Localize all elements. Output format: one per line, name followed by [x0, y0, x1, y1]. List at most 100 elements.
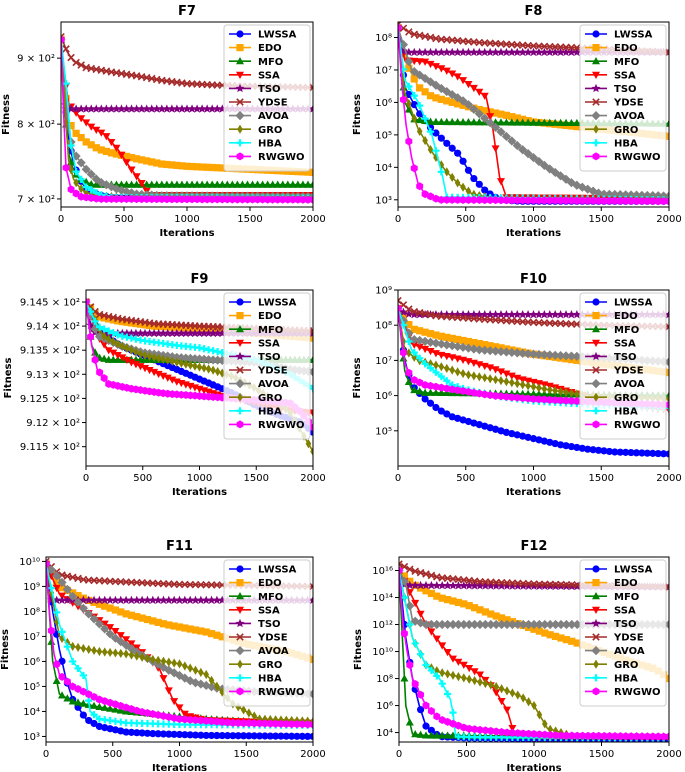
- data-point: [589, 446, 597, 454]
- data-point: [142, 104, 152, 113]
- legend-label: RWGWO: [614, 420, 660, 431]
- data-point: [176, 714, 183, 723]
- data-point: [502, 428, 510, 437]
- legend-label: SSA: [614, 605, 636, 616]
- legend-marker: [591, 646, 601, 656]
- data-point: [138, 729, 146, 737]
- data-point: [245, 719, 253, 728]
- x-tick-label: 500: [103, 749, 122, 760]
- data-point: [528, 152, 539, 163]
- data-point: [191, 324, 199, 332]
- data-point: [178, 162, 186, 170]
- data-point: [450, 670, 456, 680]
- data-point: [117, 180, 126, 188]
- y-tick-label: 10⁶: [23, 657, 40, 668]
- data-point: [654, 732, 662, 741]
- data-point: [523, 47, 533, 57]
- data-point: [197, 627, 205, 635]
- data-point: [410, 376, 418, 385]
- data-point: [107, 138, 116, 147]
- data-point: [480, 47, 490, 57]
- data-point: [664, 310, 669, 319]
- data-point: [493, 682, 499, 692]
- data-point: [116, 595, 126, 604]
- data-point: [502, 118, 511, 126]
- data-point: [308, 595, 313, 604]
- data-point: [149, 328, 159, 338]
- data-point: [475, 340, 483, 348]
- legend-entry: EDO: [229, 311, 282, 322]
- data-point: [309, 83, 313, 92]
- data-point: [460, 368, 466, 379]
- data-point: [551, 439, 559, 448]
- data-point: [272, 715, 279, 725]
- data-point: [458, 342, 468, 352]
- data-point: [143, 615, 152, 624]
- data-point: [455, 672, 462, 682]
- data-point: [438, 362, 445, 372]
- data-point: [572, 118, 581, 127]
- chart-f8: F8 0 500 1000 1500 2000 10³ 10⁴ 10⁵ 10⁶ 10⁷ 10⁸ Iter…: [352, 4, 682, 239]
- data-point: [438, 642, 447, 650]
- data-point: [426, 310, 435, 319]
- data-point: [497, 697, 506, 706]
- data-point: [470, 388, 478, 397]
- data-point: [197, 716, 205, 725]
- chart-title: F12: [521, 539, 548, 554]
- y-axis-label: Fitness: [0, 629, 11, 670]
- data-point: [443, 333, 451, 341]
- data-point: [546, 730, 554, 739]
- legend-entry: RWGWO: [229, 687, 304, 698]
- data-point: [502, 581, 512, 590]
- legend-label: HBA: [258, 406, 282, 417]
- data-point: [68, 697, 77, 705]
- data-point: [546, 385, 553, 395]
- data-point: [163, 160, 171, 169]
- data-point: [545, 350, 555, 360]
- x-tick-label: 2000: [656, 749, 681, 760]
- y-axis-label: Fitness: [3, 358, 14, 399]
- data-point: [114, 317, 122, 325]
- x-axis-label: Iterations: [506, 763, 561, 772]
- data-point: [431, 47, 441, 57]
- data-point: [67, 121, 75, 130]
- data-point: [298, 180, 307, 188]
- data-point: [112, 144, 121, 152]
- data-point: [293, 720, 301, 729]
- series-rwgwo: [399, 566, 669, 741]
- data-point: [218, 731, 226, 740]
- data-point: [218, 180, 227, 188]
- data-point: [497, 392, 505, 401]
- data-point: [100, 624, 110, 634]
- data-point: [502, 111, 510, 119]
- data-point: [593, 188, 604, 198]
- data-point: [443, 167, 450, 177]
- data-point: [136, 328, 145, 338]
- y-axis-label: Fitness: [352, 94, 363, 135]
- data-point: [131, 361, 140, 369]
- data-point: [133, 729, 141, 737]
- legend-label: AVOA: [614, 646, 645, 657]
- x-tick-label: 2000: [656, 214, 681, 225]
- data-point: [535, 436, 543, 444]
- data-point: [539, 350, 549, 360]
- data-point: [196, 595, 206, 604]
- data-point: [442, 340, 452, 350]
- data-point: [627, 448, 635, 457]
- y-tick-label: 10⁴: [23, 707, 40, 718]
- legend-label: RWGWO: [258, 420, 304, 431]
- data-point: [170, 730, 178, 738]
- data-point: [515, 690, 521, 700]
- data-point: [460, 182, 466, 192]
- data-point: [438, 594, 446, 602]
- data-point: [556, 118, 565, 126]
- legend-entry: TSO: [229, 83, 281, 95]
- data-point: [309, 327, 313, 335]
- data-point: [507, 372, 516, 380]
- data-point: [665, 583, 669, 591]
- data-point: [214, 367, 221, 377]
- data-point: [529, 619, 539, 630]
- data-point: [180, 595, 190, 604]
- data-point: [539, 47, 549, 57]
- data-point: [90, 719, 98, 728]
